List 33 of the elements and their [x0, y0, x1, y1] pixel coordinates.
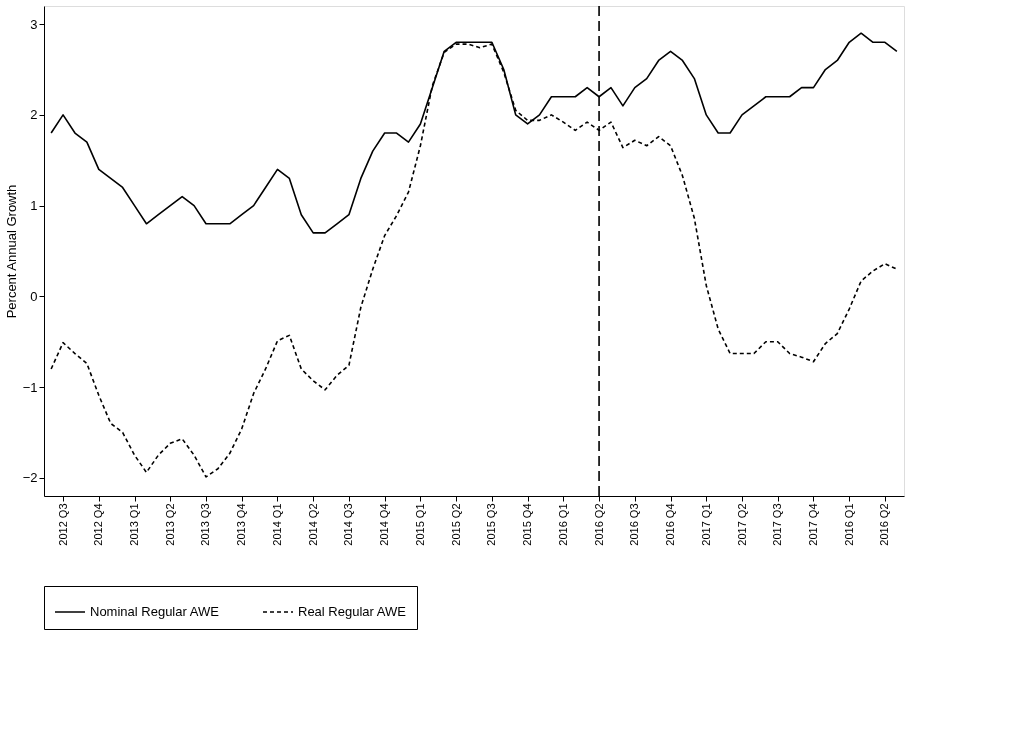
y-tick-label: −2 [22, 470, 38, 486]
x-tick-label: 2017 Q1 [699, 503, 712, 546]
legend-label: Real Regular AWE [298, 604, 407, 619]
y-tick-label: 1 [30, 198, 38, 214]
y-axis-title: Percent Annual Growth [3, 184, 19, 319]
x-tick-label: 2013 Q1 [128, 503, 141, 546]
x-tick-label: 2015 Q2 [449, 503, 462, 546]
x-tick-label: 2013 Q2 [163, 503, 176, 546]
x-tick-label: 2016 Q3 [628, 503, 641, 546]
y-tick-label: −1 [22, 379, 38, 395]
x-tick-label: 2017 Q2 [735, 503, 748, 546]
x-tick-label: 2014 Q4 [378, 503, 391, 546]
x-tick-label: 2016 Q2 [592, 503, 605, 546]
x-tick-label: 2014 Q2 [306, 503, 319, 546]
x-tick-label: 2017 Q3 [771, 503, 784, 546]
x-tick-label: 2014 Q1 [270, 503, 283, 546]
x-tick-label: 2012 Q3 [56, 503, 69, 546]
y-tick-label: 2 [30, 107, 38, 123]
x-tick-label: 2015 Q3 [485, 503, 498, 546]
x-tick-label: 2015 Q1 [413, 503, 426, 546]
x-tick-label: 2016 Q1 [556, 503, 569, 546]
y-tick-label: 3 [30, 16, 38, 32]
x-tick-label: 2017 Q4 [806, 503, 819, 546]
x-tick-label: 2012 Q4 [92, 503, 105, 546]
legend-label: Nominal Regular AWE [90, 604, 220, 619]
x-tick-label: 2016 Q4 [664, 503, 677, 546]
x-tick-label: 2015 Q4 [521, 503, 534, 546]
x-tick-label: 2016 Q2 [878, 503, 891, 546]
x-tick-label: 2013 Q3 [199, 503, 212, 546]
x-tick-label: 2016 Q1 [842, 503, 855, 546]
x-tick-label: 2014 Q3 [342, 503, 355, 546]
x-tick-label: 2013 Q4 [235, 503, 248, 546]
y-tick-label: 0 [30, 288, 38, 304]
